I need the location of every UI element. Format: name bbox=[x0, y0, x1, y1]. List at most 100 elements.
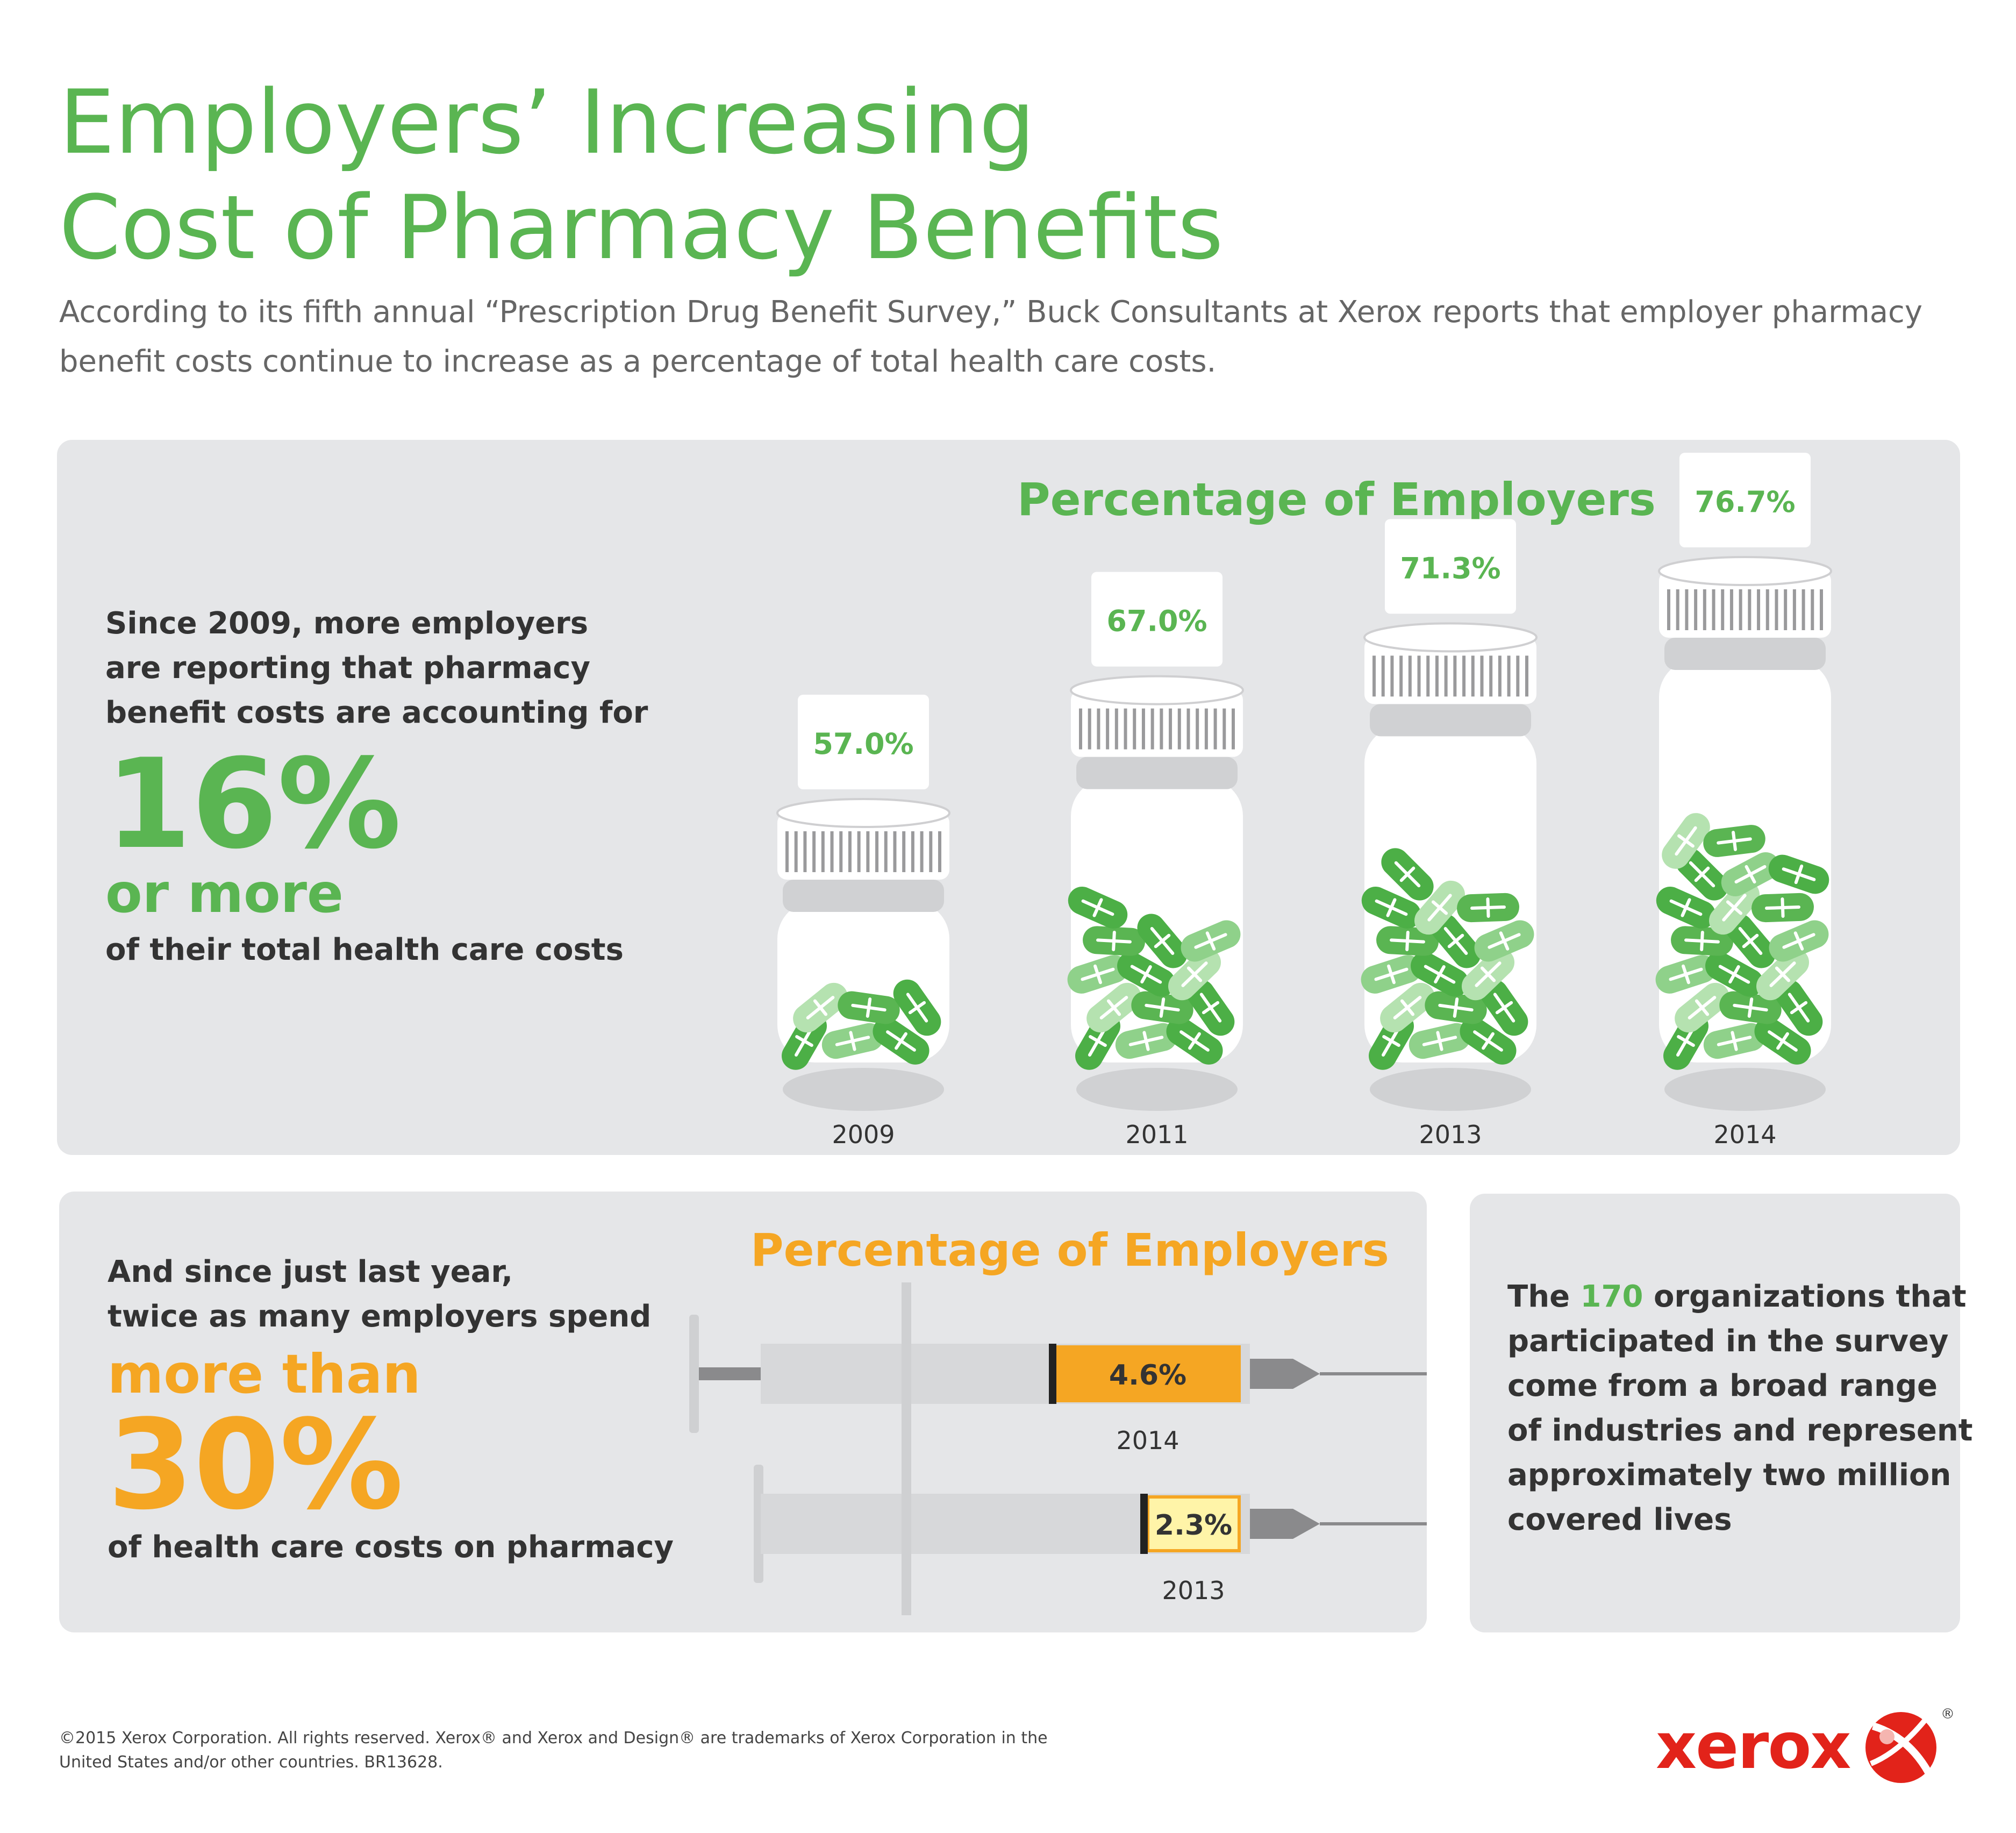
syringe-year-label: 2013 bbox=[1162, 1576, 1225, 1605]
bottle-shadow bbox=[1664, 1068, 1826, 1111]
pill bbox=[1725, 914, 1776, 968]
bottle-cap bbox=[777, 813, 949, 880]
pill bbox=[1376, 926, 1439, 956]
pill bbox=[1656, 886, 1716, 929]
pill-cross bbox=[1382, 1035, 1400, 1047]
syringe-hub bbox=[1293, 1359, 1320, 1389]
pill-cross bbox=[1682, 964, 1690, 985]
pill-cross bbox=[1205, 931, 1216, 951]
org-line-2: participated in the survey bbox=[1507, 1324, 1949, 1359]
pill-cross bbox=[866, 997, 872, 1018]
pill bbox=[1068, 886, 1128, 929]
org-post: organizations that bbox=[1643, 1279, 1967, 1314]
bottle-value-label: 67.0% bbox=[1106, 604, 1207, 638]
pill bbox=[1752, 893, 1814, 923]
org-line-5: approximately two million bbox=[1507, 1458, 1951, 1493]
bottle-year-label: 2013 bbox=[1419, 1120, 1482, 1149]
pill bbox=[1168, 948, 1221, 1001]
pill-cross bbox=[1089, 1035, 1107, 1047]
pill-cross bbox=[1694, 866, 1710, 882]
pill-cross bbox=[1405, 931, 1410, 951]
pill-cross bbox=[1728, 965, 1740, 983]
syringe-nozzle bbox=[1250, 1359, 1293, 1389]
registered-mark: ® bbox=[1941, 1706, 1955, 1722]
barrel-flange bbox=[902, 1432, 911, 1615]
pill bbox=[1705, 952, 1763, 997]
or-more-text: or more bbox=[105, 862, 344, 925]
pill-cross bbox=[1399, 866, 1416, 882]
xerox-sphere-icon bbox=[1865, 1712, 1936, 1783]
pill bbox=[1381, 848, 1434, 901]
pill bbox=[1186, 979, 1235, 1036]
pill bbox=[1166, 1017, 1223, 1065]
pill bbox=[1067, 955, 1128, 994]
pill-cross bbox=[1447, 933, 1464, 948]
pill-cross bbox=[1775, 966, 1791, 982]
pill-cross bbox=[1745, 865, 1756, 884]
pill bbox=[1181, 920, 1241, 962]
page-title: Employers’ Increasing Cost of Pharmacy B… bbox=[59, 70, 1887, 281]
syringe-value-label: 4.6% bbox=[1109, 1359, 1186, 1392]
pill bbox=[1775, 979, 1823, 1036]
bottle-cap bbox=[1071, 690, 1243, 757]
pill-cross bbox=[1400, 999, 1415, 1016]
pill-cross bbox=[1793, 931, 1804, 951]
bottle-neck bbox=[783, 880, 944, 912]
syringe-2014: 4.6% 2014 bbox=[689, 1282, 1427, 1465]
syringe-value-label: 2.3% bbox=[1155, 1509, 1232, 1542]
pill-cross bbox=[813, 999, 828, 1016]
bottle-year-label: 2009 bbox=[832, 1120, 895, 1149]
pill-cross bbox=[1188, 1032, 1201, 1050]
title-line-1: Employers’ Increasing bbox=[59, 71, 1035, 174]
pill-cross bbox=[795, 1035, 813, 1047]
org-pre: The bbox=[1507, 1279, 1581, 1314]
intro-text: According to its fifth annual “Prescript… bbox=[59, 295, 1922, 379]
bottle-year-label: 2014 bbox=[1713, 1120, 1776, 1149]
pill-cross bbox=[1159, 997, 1166, 1018]
pill-cross bbox=[1695, 999, 1710, 1016]
bottle-cap-top bbox=[1363, 622, 1538, 653]
pill-cross bbox=[1480, 966, 1496, 982]
pill bbox=[1756, 948, 1810, 1001]
footer-line-2: United States and/or other countries. BR… bbox=[59, 1753, 443, 1772]
pill bbox=[893, 979, 941, 1036]
barrel-flange bbox=[902, 1282, 911, 1465]
pill-cross bbox=[1499, 931, 1510, 951]
pill bbox=[1675, 982, 1729, 1033]
last-year-line-3: of health care costs on pharmacy bbox=[108, 1530, 674, 1565]
plunger-seal bbox=[1049, 1344, 1056, 1404]
pill-cross bbox=[1453, 997, 1459, 1018]
pill-cross bbox=[1106, 999, 1121, 1016]
syringe-chart-title: Percentage of Employers bbox=[750, 1224, 1389, 1276]
pill bbox=[1086, 982, 1141, 1033]
pill-cross bbox=[1681, 898, 1691, 917]
pill bbox=[1768, 854, 1829, 894]
last-year-line-2: twice as many employers spend bbox=[108, 1299, 652, 1334]
since-line-1: Since 2009, more employers bbox=[105, 606, 589, 641]
pill bbox=[1676, 848, 1728, 901]
pill bbox=[1137, 914, 1188, 968]
xerox-wordmark: xerox bbox=[1656, 1709, 1850, 1783]
syringe-chart: 4.6% 2014 2.3% 2013 bbox=[689, 1282, 1427, 1615]
pill bbox=[838, 991, 900, 1024]
pill-cross bbox=[1431, 900, 1448, 915]
pill-cross bbox=[895, 1032, 907, 1050]
pill-cross bbox=[1482, 1032, 1495, 1050]
pill bbox=[1431, 914, 1481, 968]
pill bbox=[1460, 1017, 1517, 1065]
pill-cross bbox=[1776, 1032, 1789, 1050]
bottle-cap-top bbox=[776, 798, 950, 828]
bottle-neck bbox=[1370, 704, 1531, 737]
pill-cross bbox=[1677, 834, 1695, 848]
pill bbox=[1457, 893, 1519, 923]
pill-cross bbox=[1186, 966, 1203, 982]
bottle-2013: 71.3% 2013 bbox=[1361, 519, 1538, 1149]
bottle-neck bbox=[1076, 757, 1238, 789]
pill-cross bbox=[908, 1001, 926, 1015]
pill-cross bbox=[1202, 1001, 1220, 1015]
bottle-value-box bbox=[1385, 519, 1516, 614]
organizations-panel: The 170 organizations that participated … bbox=[1470, 1194, 1973, 1632]
pill bbox=[1703, 825, 1765, 857]
pill bbox=[1117, 952, 1175, 997]
footer-line-1: ©2015 Xerox Corporation. All rights rese… bbox=[59, 1729, 1048, 1748]
